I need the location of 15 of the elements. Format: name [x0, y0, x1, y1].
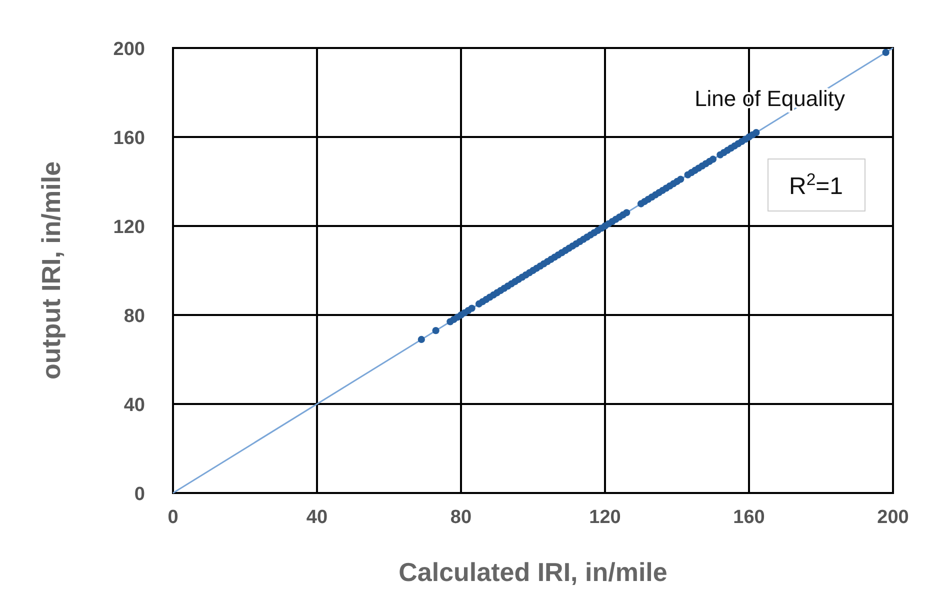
- x-tick-label: 40: [306, 507, 328, 528]
- x-tick-label: 200: [877, 507, 909, 528]
- y-tick-label: 160: [113, 128, 145, 149]
- y-tick-label: 80: [124, 306, 145, 327]
- x-tick-label: 120: [589, 507, 621, 528]
- x-axis-title: Calculated IRI, in/mile: [398, 557, 668, 587]
- y-tick-label: 200: [113, 39, 145, 60]
- y-tick-label: 40: [124, 395, 145, 416]
- y-tick-label: 0: [134, 484, 145, 505]
- x-tick-label: 80: [450, 507, 472, 528]
- annotation: R$^{2}$=1: [788, 170, 844, 200]
- x-tick-label: 160: [733, 507, 765, 528]
- x-tick-label: 0: [168, 507, 178, 528]
- y-axis-title: output IRI, in/mile: [36, 161, 66, 380]
- y-tick-label: 120: [113, 217, 145, 238]
